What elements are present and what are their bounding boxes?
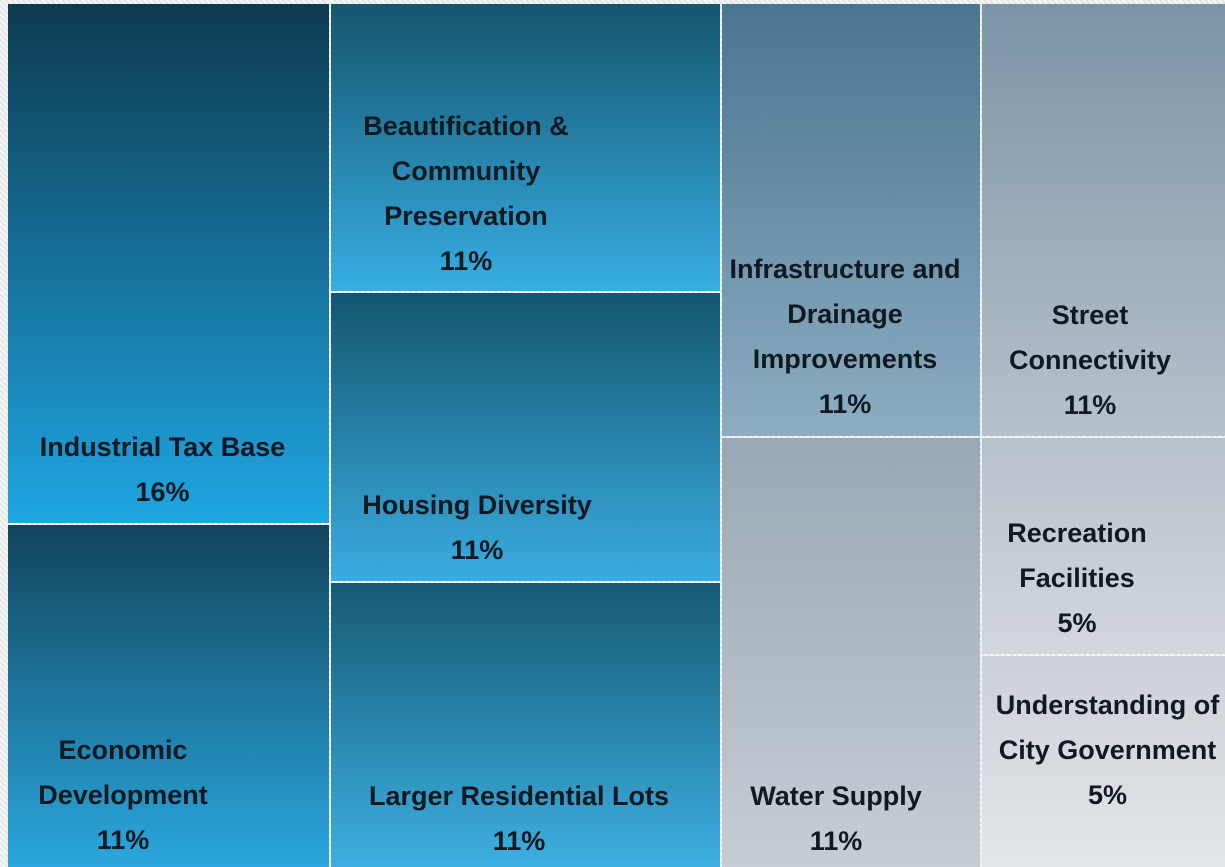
value-label: 11%	[809, 826, 863, 856]
cell-label: Infrastructure and Drainage Improvements…	[722, 247, 968, 427]
value-label: 5%	[1057, 608, 1097, 638]
treemap-cell: Beautification & Community Preservation 1…	[331, 4, 720, 291]
cell-label: Street Connectivity 11%	[982, 293, 1198, 428]
treemap-cell: Infrastructure and Drainage Improvements…	[722, 4, 980, 436]
cell-label: Recreation Facilities 5%	[982, 511, 1172, 646]
category-label: Economic Development	[38, 735, 208, 810]
category-label: Water Supply	[750, 781, 922, 811]
cell-label: Housing Diversity 11%	[331, 483, 623, 573]
category-label: Recreation Facilities	[1007, 518, 1147, 593]
cell-label: Economic Development 11%	[8, 728, 238, 863]
treemap-cell: Housing Diversity 11%	[331, 293, 720, 581]
cell-label: Beautification & Community Preservation 1…	[336, 104, 596, 284]
cell-label: Larger Residential Lots 11%	[331, 774, 707, 864]
category-label: Housing Diversity	[362, 490, 592, 520]
treemap-cell: Water Supply 11%	[722, 438, 980, 867]
cell-label: Industrial Tax Base 16%	[10, 425, 315, 515]
value-label: 11%	[439, 246, 493, 276]
category-label: Larger Residential Lots	[368, 781, 670, 811]
value-label: 16%	[135, 477, 190, 507]
value-label: 11%	[450, 535, 504, 565]
treemap-cell: Economic Development 11%	[8, 525, 329, 867]
value-label: 5%	[1087, 780, 1128, 810]
category-label: Beautification & Community Preservation	[363, 111, 569, 231]
value-label: 11%	[1063, 390, 1117, 420]
value-label: 11%	[492, 826, 546, 856]
category-label: Infrastructure and Drainage Improvements	[729, 254, 961, 374]
treemap-cell: Industrial Tax Base 16%	[8, 4, 329, 523]
treemap-cell: Recreation Facilities 5%	[982, 438, 1225, 654]
value-label: 11%	[818, 389, 872, 419]
cell-label: Water Supply 11%	[722, 774, 950, 864]
category-label: Street Connectivity	[1008, 300, 1172, 375]
value-label: 11%	[96, 825, 150, 855]
treemap-cell: Larger Residential Lots 11%	[331, 583, 720, 867]
treemap-cell: Street Connectivity 11%	[982, 4, 1225, 436]
cell-label: Understanding of City Government 5%	[986, 683, 1225, 818]
category-label: Industrial Tax Base	[39, 432, 286, 462]
category-label: Understanding of City Government	[995, 690, 1220, 765]
treemap-cell: Understanding of City Government 5%	[982, 656, 1225, 867]
